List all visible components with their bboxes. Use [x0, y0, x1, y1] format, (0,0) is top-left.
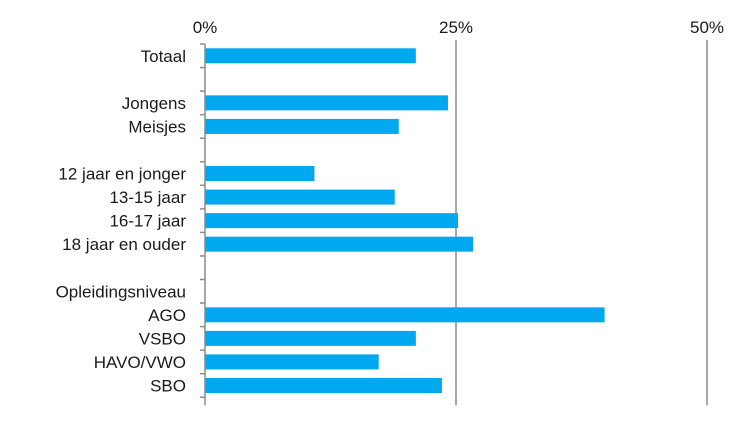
bar	[205, 236, 474, 252]
x-tick-label: 0%	[193, 18, 218, 37]
category-label: Jongens	[122, 94, 186, 113]
bar	[205, 307, 605, 323]
category-label: 16-17 jaar	[109, 212, 186, 231]
bar	[205, 189, 395, 205]
bar	[205, 377, 442, 393]
bar	[205, 95, 448, 111]
category-label: Meisjes	[128, 117, 186, 136]
category-label: Totaal	[141, 47, 186, 66]
bar	[205, 354, 379, 370]
category-label: 12 jaar en jonger	[58, 165, 186, 184]
category-label: SBO	[150, 376, 186, 395]
category-labels: Totaal Jongens Meisjes 12 jaar en jonger 13-…	[56, 47, 187, 396]
category-label: VSBO	[139, 329, 186, 348]
category-label: HAVO/VWO	[94, 353, 186, 372]
x-tick-label: 25%	[439, 18, 473, 37]
category-axis	[200, 43, 206, 406]
category-label: AGO	[148, 306, 186, 325]
bar	[205, 166, 315, 182]
bar	[205, 213, 459, 229]
bar	[205, 118, 399, 134]
value-axis-ticks: 0% 25% 50%	[193, 18, 724, 37]
gridlines	[455, 40, 708, 406]
bar	[205, 330, 416, 346]
bars	[205, 48, 605, 393]
bar	[205, 48, 416, 64]
category-label: Opleidingsniveau	[56, 282, 186, 301]
category-label: 18 jaar en ouder	[62, 235, 186, 254]
category-label: 13-15 jaar	[109, 188, 186, 207]
x-tick-label: 50%	[690, 18, 724, 37]
